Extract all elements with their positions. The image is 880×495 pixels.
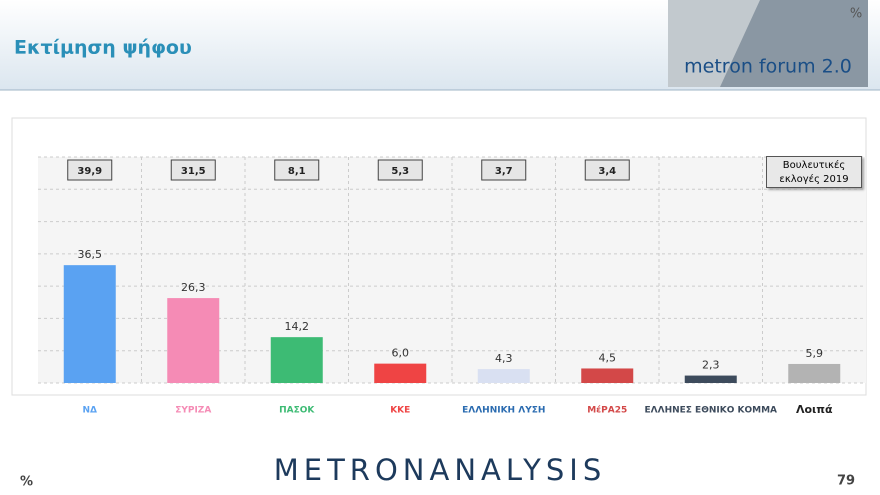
value-label: 2,3	[702, 359, 720, 372]
bar	[477, 369, 530, 383]
bar	[374, 363, 427, 383]
category-label: ΜέΡΑ25	[587, 405, 627, 416]
unit-label: %	[850, 7, 862, 22]
election-box	[274, 159, 320, 181]
election-box	[67, 159, 113, 181]
footer-unit: %	[20, 475, 33, 490]
election-box	[481, 159, 527, 181]
value-label: 4,5	[599, 351, 617, 364]
bar	[684, 375, 737, 383]
bar	[270, 337, 323, 383]
value-label: 5,9	[806, 347, 824, 360]
bar	[581, 368, 634, 383]
value-label: 36,5	[78, 248, 103, 261]
legend-box: Βουλευτικές εκλογές 2019	[766, 156, 862, 188]
category-label: ΚΚΕ	[390, 406, 410, 416]
page-title: Εκτίμηση ψήφου	[14, 37, 192, 59]
category-label: ΝΔ	[83, 406, 98, 416]
logo-text: metron forum 2.0	[684, 56, 852, 78]
bar	[63, 265, 116, 383]
value-label: 14,2	[285, 320, 310, 333]
election-box	[377, 159, 423, 181]
page-number: 79	[837, 474, 855, 489]
category-label: ΕΛΛΗΝΕΣ ΕΘΝΙΚΟ ΚΟΜΜΑ	[644, 406, 777, 416]
election-label: 3,4	[598, 166, 616, 177]
category-label: Λοιπά	[796, 403, 833, 416]
election-label: 3,7	[495, 166, 513, 177]
category-label: ΕΛΛΗΝΙΚΗ ΛΥΣΗ	[462, 406, 545, 416]
election-box	[584, 159, 630, 181]
value-label: 6,0	[392, 347, 410, 360]
election-label: 31,5	[181, 166, 206, 177]
election-label: 8,1	[288, 166, 306, 177]
value-label: 4,3	[495, 352, 513, 365]
bar	[788, 363, 841, 383]
logo-shape	[668, 0, 760, 87]
category-label: ΠΑΣΟΚ	[279, 406, 315, 416]
election-box	[170, 159, 216, 181]
value-label: 26,3	[181, 281, 206, 294]
election-label: 5,3	[391, 166, 409, 177]
brand: METRONANALYSIS	[274, 453, 607, 487]
category-label: ΣΥΡΙΖΑ	[175, 406, 211, 416]
election-label: 39,9	[77, 166, 102, 177]
bar	[167, 298, 220, 383]
